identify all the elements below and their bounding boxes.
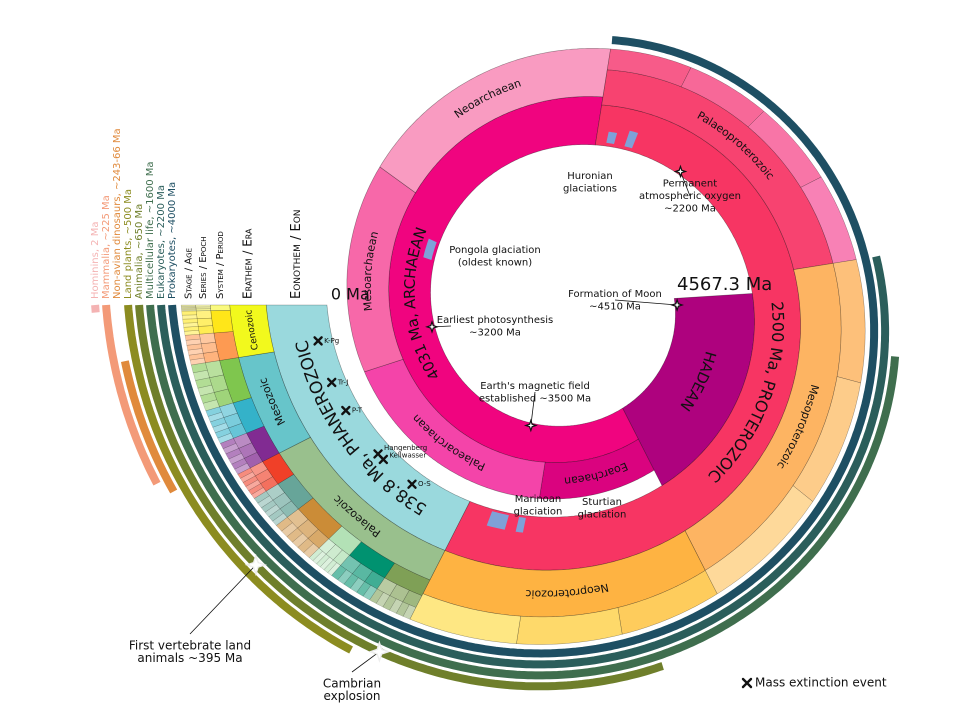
epoch-band — [196, 317, 213, 327]
event-star — [670, 298, 684, 312]
annotation: glaciation — [514, 506, 563, 517]
extinction-marker — [407, 479, 417, 489]
bands — [91, 36, 900, 691]
stage-band — [182, 318, 198, 324]
extinction-marker — [341, 405, 351, 416]
extinction-label: O-S — [418, 480, 431, 488]
event-star — [523, 418, 538, 433]
annotation: glaciations — [563, 183, 617, 194]
extinction-label: Kellwasser — [389, 451, 426, 459]
life-arc — [168, 36, 879, 658]
life-arc — [124, 304, 353, 654]
annotation: Pongola glaciation — [449, 245, 541, 256]
extinction-label: Hangenberg — [384, 444, 427, 452]
glaciation — [624, 130, 639, 149]
glaciation — [423, 238, 437, 260]
event-star — [244, 553, 268, 577]
annotation: Earliest photosynthesis — [437, 315, 554, 326]
period-band — [209, 304, 231, 311]
epoch-band — [195, 308, 212, 312]
life-arc — [102, 304, 161, 486]
era-band — [379, 48, 611, 194]
stage-band — [181, 310, 197, 316]
life-arc — [120, 360, 178, 494]
eon-band — [265, 304, 471, 551]
event-star — [673, 164, 688, 179]
end-label: 0 Ma — [331, 285, 370, 304]
leader-line — [530, 391, 536, 426]
stage-band — [180, 304, 196, 307]
life-arc — [146, 304, 900, 680]
annotation: Sturtian — [582, 497, 622, 508]
life-arc — [157, 255, 890, 669]
period-band — [210, 310, 234, 334]
life-arc — [135, 304, 664, 691]
life-label: Prokaryotes, ~4000 Ma — [167, 182, 178, 299]
leader-line — [189, 564, 257, 635]
life-label: Non-avian dinosaurs, ~243-66 Ma — [112, 128, 123, 299]
glaciation — [515, 517, 526, 533]
leader-line — [614, 299, 678, 306]
column-header: System / Period — [215, 231, 226, 299]
stage-band — [182, 322, 199, 328]
column-header: Series / Epoch — [198, 237, 209, 300]
life-label: Land plants, ~500 Ma — [123, 189, 134, 299]
annotation: Earth's magnetic field — [480, 381, 590, 392]
annotation: ~4510 Ma — [589, 301, 641, 312]
era-band — [229, 304, 275, 358]
epoch-band — [195, 310, 212, 319]
column-header: Eonothem / Eon — [289, 209, 304, 299]
extinction-label: P-T — [352, 406, 363, 414]
annotation: explosion — [323, 689, 380, 703]
annotation: Cambrian — [323, 676, 381, 690]
annotation: Permanent — [663, 179, 717, 190]
legend-marker — [741, 677, 753, 689]
life-label: Multicellular life, ~1600 Ma — [145, 161, 156, 299]
legend-label: Mass extinction event — [755, 676, 887, 690]
life-label: Eukaryotes, ~2200 Ma — [156, 185, 167, 299]
leader-line — [680, 171, 691, 197]
extinction-marker — [327, 377, 337, 388]
glaciation — [606, 131, 618, 144]
life-label: Animalia, ~650 Ma — [134, 204, 145, 299]
extinction-label: Tr-J — [337, 378, 349, 386]
annotation: (oldest known) — [458, 257, 532, 268]
extinction-marker — [378, 454, 389, 465]
life-label: Mammalia, ~225 Ma — [101, 195, 112, 299]
annotation: Huronian — [567, 171, 612, 182]
glaciation — [486, 511, 509, 530]
annotation: ~3200 Ma — [469, 327, 521, 338]
epoch-band — [195, 306, 211, 310]
leader-line — [351, 651, 380, 673]
annotation: ~2200 Ma — [664, 204, 716, 215]
annotation: animals ~395 Ma — [137, 651, 242, 665]
marks — [189, 130, 753, 689]
start-label: 4567.3 Ma — [677, 274, 772, 295]
event-star — [425, 319, 439, 334]
annotation: established ~3500 Ma — [479, 393, 591, 404]
annotation: First vertebrate land — [129, 638, 251, 652]
extinction-marker — [313, 336, 323, 346]
event-star — [368, 640, 391, 663]
stage-band — [181, 306, 197, 309]
life-arc — [91, 304, 100, 313]
annotation: Marinoan — [515, 494, 562, 505]
epoch-band — [200, 342, 218, 354]
epoch-band — [195, 304, 211, 308]
stage-band — [181, 314, 198, 320]
life-label: Hominins, 2 Ma — [90, 222, 101, 299]
annotation: glaciation — [578, 509, 627, 520]
annotation: Formation of Moon — [568, 289, 662, 300]
epoch-band — [197, 325, 215, 335]
epoch-band — [199, 332, 216, 345]
extinction-label: K-Pg — [324, 337, 339, 345]
column-header: Erathem / Era — [240, 228, 254, 299]
column-header: Stage / Age — [183, 248, 194, 299]
period-band — [409, 593, 521, 644]
annotation: atmospheric oxygen — [639, 191, 741, 202]
